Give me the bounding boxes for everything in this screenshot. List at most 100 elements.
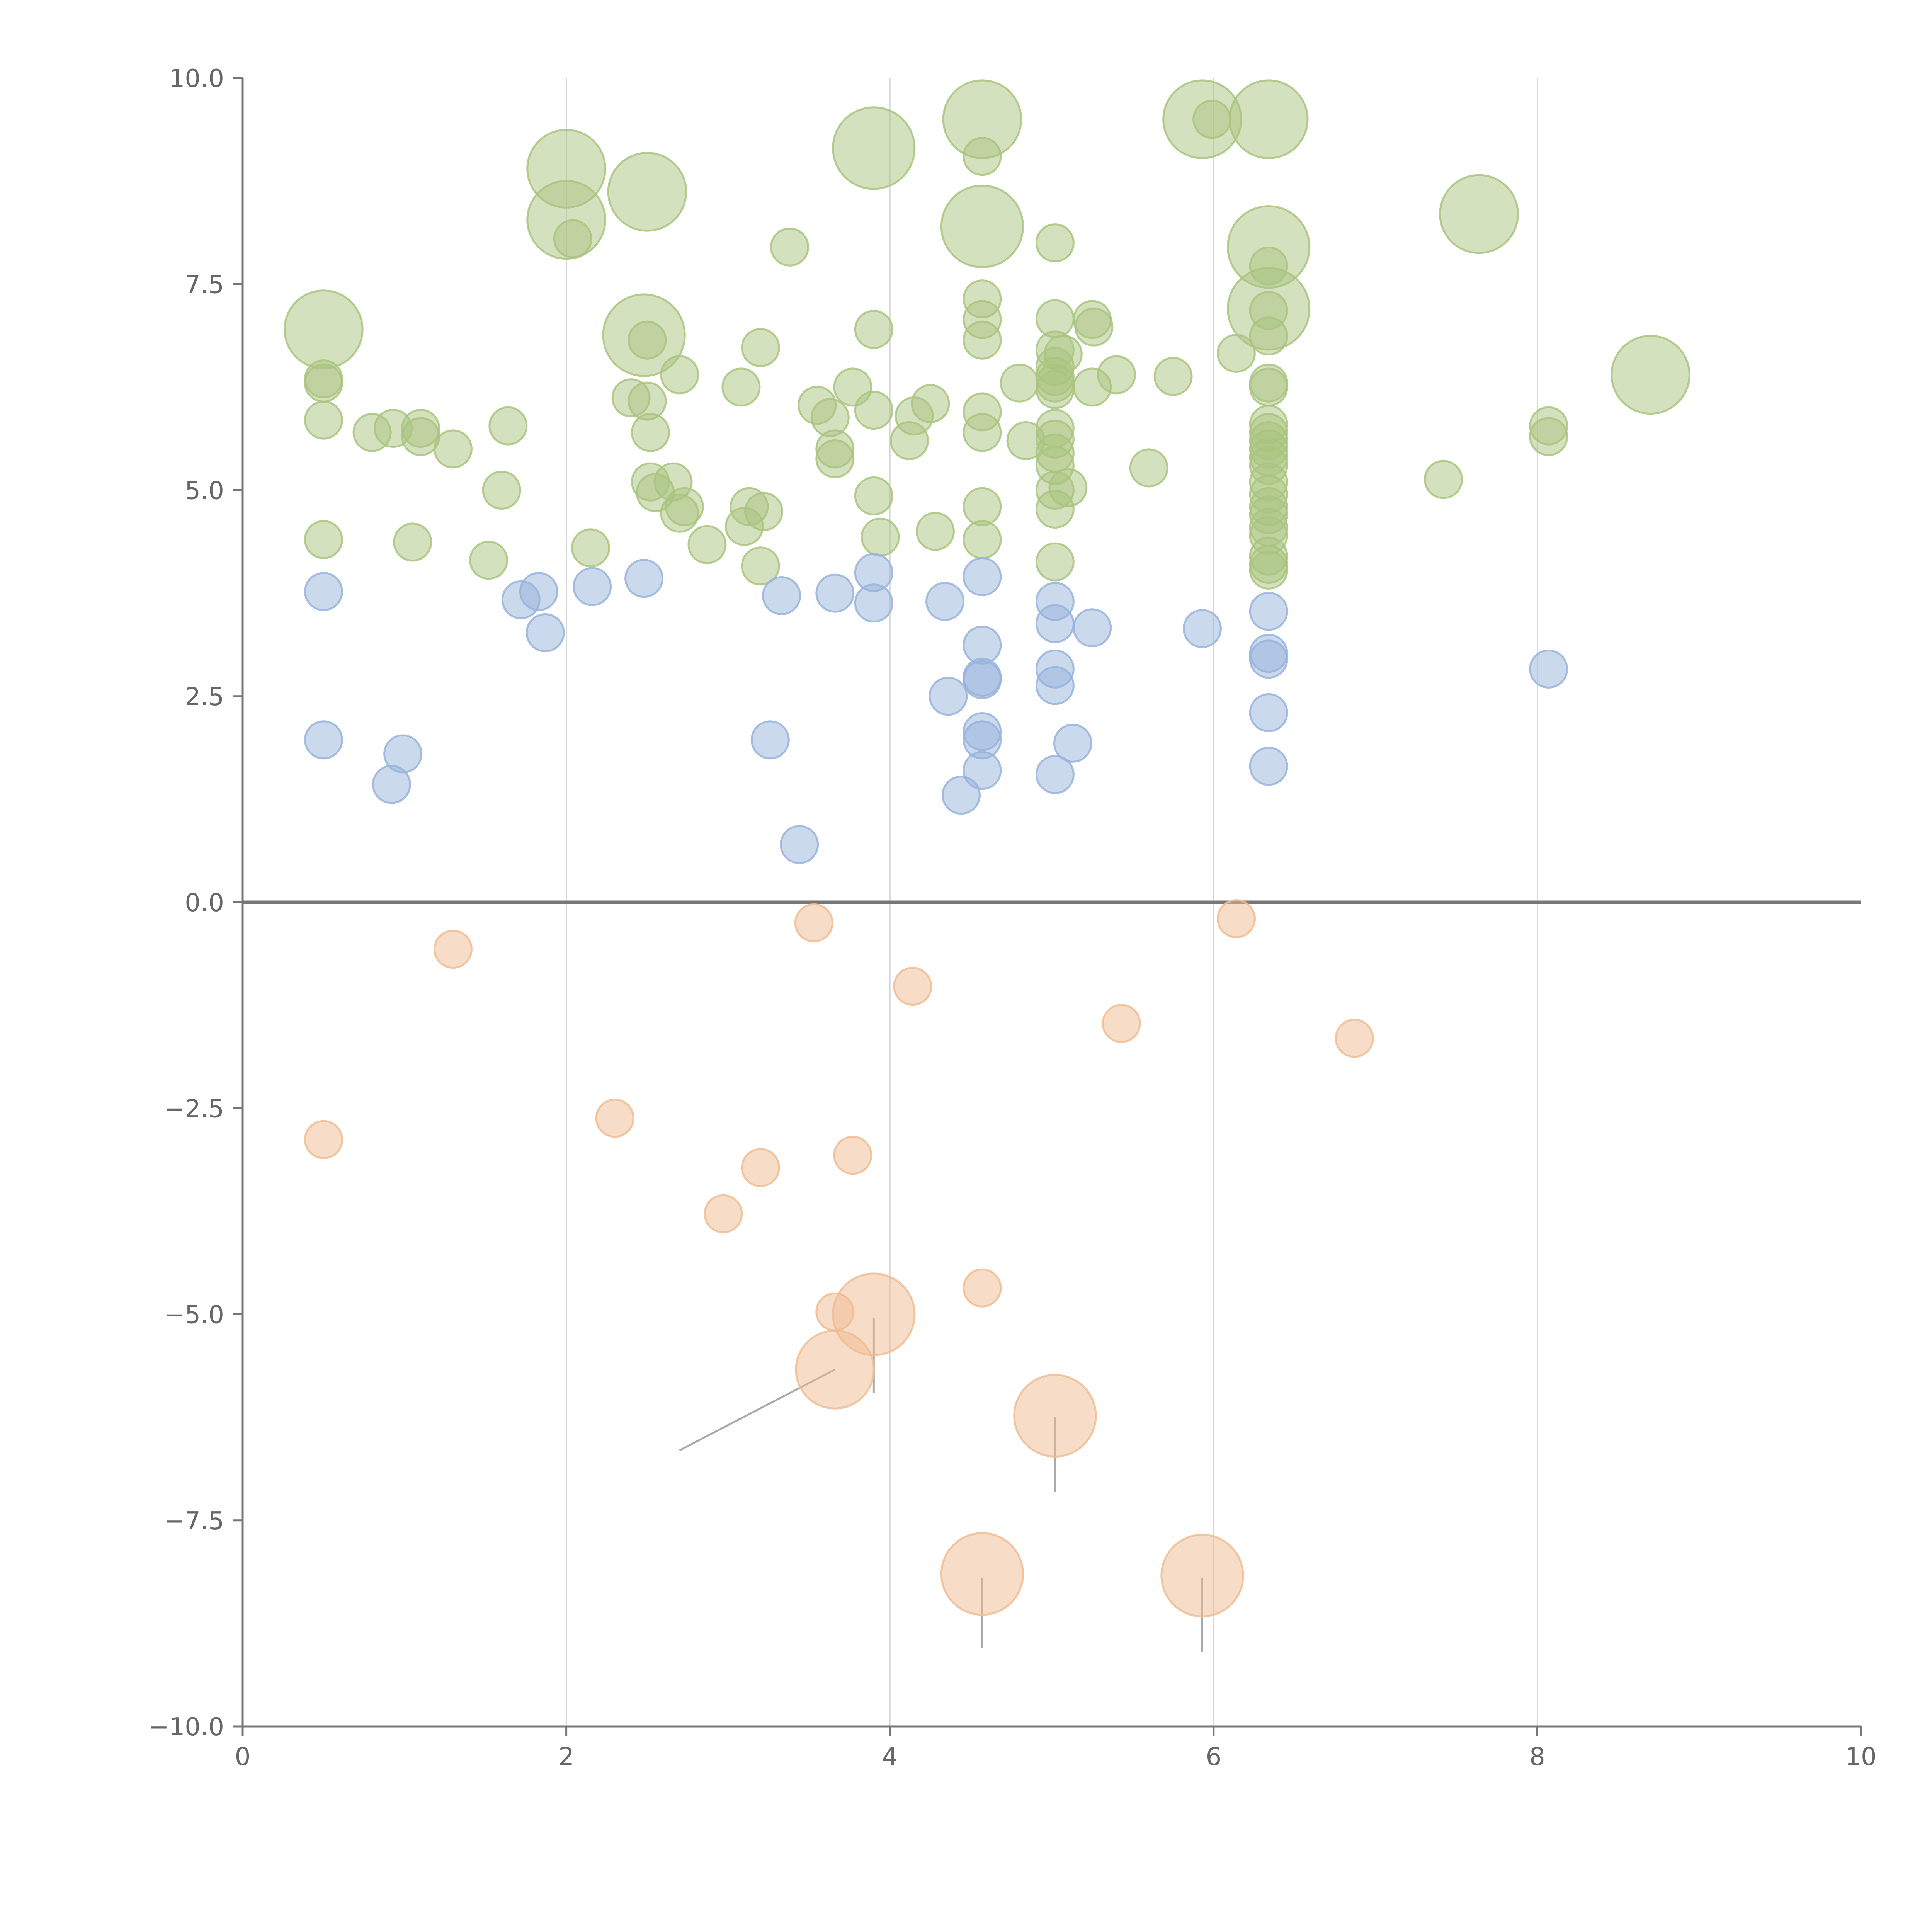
bubble-s0-13 <box>488 406 528 446</box>
bubble-s0-44 <box>854 310 893 349</box>
bubble-s0-17 <box>571 528 610 568</box>
bubble-s1-30 <box>1053 723 1092 763</box>
bubble-s1-35 <box>1249 639 1288 679</box>
y-tick-label-7: 7.5 <box>185 270 224 299</box>
leader-lines <box>679 1318 1203 1653</box>
bubble-s0-57 <box>963 320 1002 360</box>
bubble-s1-7 <box>573 567 612 606</box>
x-tick-label-2: 4 <box>882 1743 898 1771</box>
bubble-s2-4 <box>741 1148 780 1187</box>
bubble-s0-111 <box>1249 550 1288 590</box>
bubble-s1-10 <box>762 576 801 616</box>
bubble-s1-38 <box>1529 649 1568 689</box>
bubble-s0-46 <box>854 476 893 515</box>
bubble-s1-5 <box>519 572 558 611</box>
bubble-s1-8 <box>624 559 664 598</box>
x-tick-label-0: 0 <box>235 1743 251 1771</box>
bubble-s2-13 <box>1013 1374 1097 1458</box>
bubble-s0-29 <box>665 487 704 526</box>
bubble-s0-20 <box>607 152 687 232</box>
bubble-s0-27 <box>660 355 699 395</box>
y-tick-label-3: −2.5 <box>164 1095 224 1123</box>
bubble-s0-31 <box>721 367 761 407</box>
bubble-s2-9 <box>832 1272 916 1356</box>
bubble-s1-37 <box>1249 747 1288 786</box>
bubble-s0-16 <box>553 219 592 259</box>
bubble-s2-8 <box>833 1136 872 1175</box>
bubble-s0-47 <box>861 517 900 557</box>
bubble-s0-41 <box>815 439 855 478</box>
bubble-s1-26 <box>1035 604 1075 643</box>
y-tick-label-1: −7.5 <box>164 1507 224 1536</box>
bubble-s2-15 <box>1160 1534 1244 1617</box>
y-tick-label-0: −10.0 <box>148 1713 224 1742</box>
bubble-s2-2 <box>595 1099 634 1138</box>
bubble-s1-11 <box>780 825 819 864</box>
bubble-s1-32 <box>1182 609 1222 648</box>
bubble-s2-0 <box>304 1120 343 1159</box>
axes: 0 2 4 6 8 10 −10.0 −7.5 −5.0 −2.5 0.0 2.5 5.0 7.5 10.0 <box>148 65 1877 1771</box>
bubble-s0-85 <box>1153 357 1193 396</box>
bubble-s0-64 <box>1035 223 1075 263</box>
bubble-s1-1 <box>304 720 343 760</box>
bubble-s1-21 <box>963 660 1002 699</box>
bubble-s0-54 <box>940 184 1024 269</box>
bubble-s0-21 <box>628 320 667 360</box>
y-tick-label-4: 0.0 <box>185 889 224 917</box>
bubble-s0-11 <box>469 541 509 580</box>
bubble-s1-18 <box>963 557 1002 596</box>
bubble-s0-60 <box>963 487 1002 526</box>
bubble-s1-12 <box>815 573 855 613</box>
bubble-s0-43 <box>832 106 916 190</box>
y-tick-label-2: −5.0 <box>164 1301 224 1330</box>
bubble-s0-12 <box>482 471 521 510</box>
x-tick-label-3: 6 <box>1206 1743 1221 1771</box>
bubble-s2-3 <box>704 1194 743 1233</box>
bubble-s2-17 <box>1335 1019 1374 1058</box>
bubble-s1-14 <box>854 583 893 623</box>
bubble-s0-79 <box>1048 468 1088 507</box>
bubble-s0-3 <box>304 400 343 440</box>
y-tick-label-6: 5.0 <box>185 477 224 505</box>
bubble-s2-1 <box>433 930 473 969</box>
bubble-s1-28 <box>1035 666 1075 705</box>
bubble-s0-36 <box>744 492 784 531</box>
y-tick-label-5: 2.5 <box>185 683 224 711</box>
bubble-s0-81 <box>1074 307 1114 347</box>
bubble-s0-70 <box>1035 370 1075 409</box>
bubble-s0-53 <box>963 137 1002 176</box>
bubble-s0-116 <box>1611 335 1690 415</box>
bubble-s0-4 <box>304 520 343 559</box>
bubble-s0-94 <box>1249 316 1288 356</box>
bubble-s0-87 <box>1192 100 1232 139</box>
bubble-s0-115 <box>1529 417 1568 456</box>
bubble-s0-96 <box>1249 367 1288 407</box>
bubble-s0-61 <box>963 520 1002 559</box>
bubble-s0-10 <box>433 429 473 469</box>
bubble-s1-16 <box>929 677 968 716</box>
bubble-s1-33 <box>1249 592 1288 631</box>
bubble-s0-2 <box>304 363 343 403</box>
bubble-s0-37 <box>770 227 810 267</box>
bubble-s1-9 <box>750 720 790 760</box>
bubble-s0-45 <box>854 391 893 430</box>
bubble-s1-36 <box>1249 693 1288 732</box>
x-tick-label-1: 2 <box>558 1743 574 1771</box>
bubble-s0-7 <box>393 522 432 562</box>
bubble-s2-5 <box>794 903 833 942</box>
bubble-s0-34 <box>741 546 780 586</box>
bubble-s1-0 <box>304 572 343 611</box>
bubble-s0-23 <box>631 413 670 452</box>
x-tick-label-4: 8 <box>1529 1743 1545 1771</box>
bubble-s0-89 <box>1228 79 1309 159</box>
bubble-s2-16 <box>1216 899 1256 939</box>
bubble-s1-3 <box>383 734 423 774</box>
bubble-s2-10 <box>893 967 932 1006</box>
bubble-s0-83 <box>1097 355 1136 395</box>
bubbles <box>284 79 1690 1617</box>
bubble-s1-6 <box>526 613 565 653</box>
bubble-s2-14 <box>1102 1004 1141 1043</box>
bubble-s1-29 <box>1035 755 1075 794</box>
bubble-s1-15 <box>925 582 965 621</box>
